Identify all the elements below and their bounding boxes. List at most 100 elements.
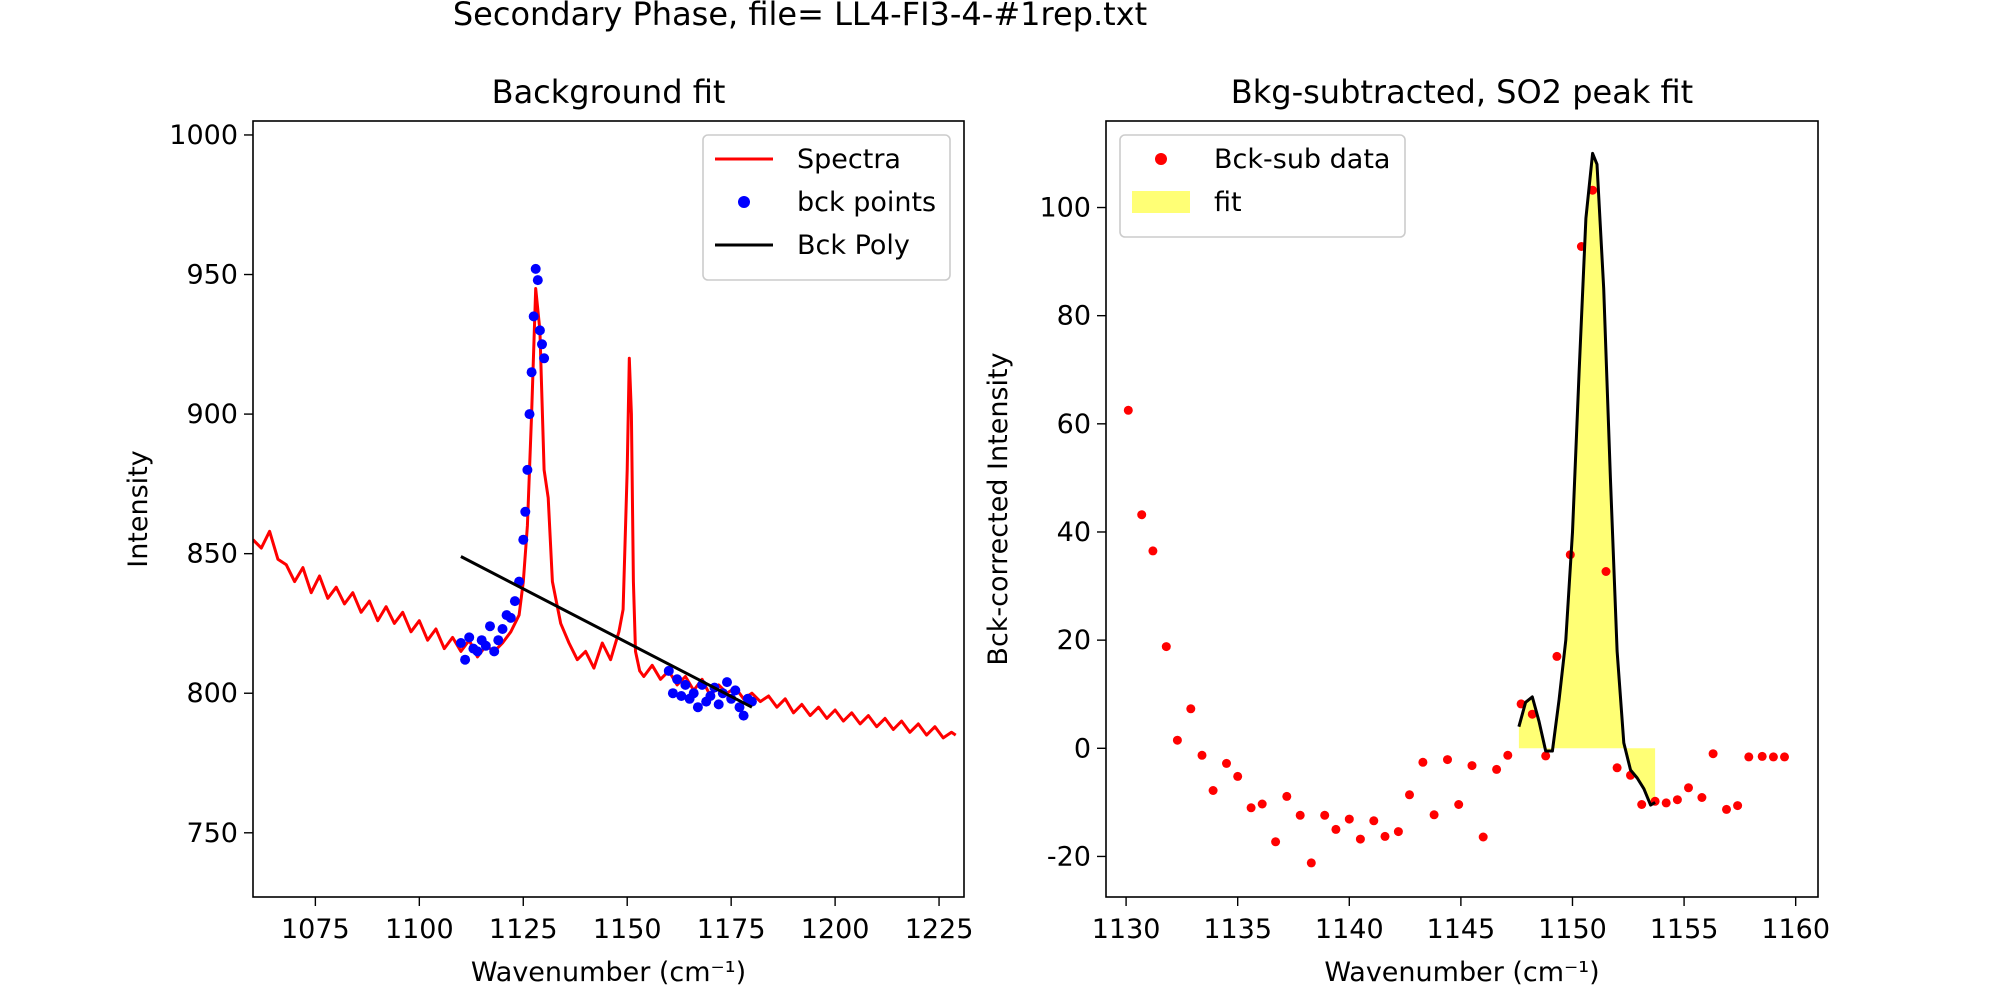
bck-sub-data-point [1454,800,1464,809]
x-tick-label: 1145 [1427,914,1496,945]
y-tick-label: 950 [186,260,238,291]
bck-sub-data-point [1246,803,1256,813]
bck-points-point [505,612,516,623]
bck-points-point [460,654,471,665]
legend-label: Bck-sub data [1214,144,1390,175]
y-tick-label: -20 [1047,841,1091,872]
bck-sub-data-point [1123,405,1133,415]
bck-sub-data-point [1271,837,1281,847]
bck-points-point [672,674,683,685]
bck-points-point [530,263,541,274]
legend: Bck-sub data fit [1119,134,1406,238]
x-tick-label: 1130 [1092,914,1161,945]
bck-sub-data-point [1612,763,1622,773]
x-tick-label: 1140 [1315,914,1384,945]
bck-sub-data-point [1161,642,1171,652]
bck-sub-data-point [1369,816,1379,826]
y-ticks: -20 0 20 40 60 80 100 [1039,193,1106,872]
fit-area [1518,153,1656,806]
bck-points-point [509,596,520,607]
bck-points-point [528,311,539,322]
x-tick-label: 1135 [1203,914,1272,945]
panel-title: Bkg-subtracted, SO2 peak fit [1231,73,1693,111]
y-ticks: 750 800 850 900 950 1000 [169,120,253,849]
bck-sub-data-point [1405,790,1414,800]
bck-points-point [730,685,741,696]
y-tick-label: 1000 [169,120,238,151]
bck-sub-data-point [1492,764,1502,774]
bck-sub-data-point [1233,771,1243,781]
bck-sub-data-point [1393,827,1403,837]
bck-poly-line [460,555,753,709]
y-tick-label: 850 [186,539,238,570]
y-tick-label: 800 [186,678,238,709]
y-axis-label: Bck-corrected Intensity [983,352,1014,665]
bck-sub-data-point [1684,783,1693,793]
bck-sub-data-point [1380,831,1390,841]
bck-sub-data-point [1186,704,1196,714]
y-tick-label: 20 [1057,625,1091,656]
bck-points-point [722,677,732,688]
bck-points-point [688,688,699,699]
bck-sub-data-point [1320,810,1330,820]
x-tick-label: 1100 [385,914,454,945]
bck-sub-data-point [1306,858,1316,868]
bck-sub-data-point [1467,761,1477,771]
panel-title: Background fit [492,73,726,111]
x-tick-label: 1160 [1761,914,1830,945]
bck-sub-data-point [1208,786,1218,795]
bck-points-point [738,710,749,721]
bck-points-point [713,699,724,710]
bck-sub-data-point [1768,752,1778,762]
bck-points-point [734,702,745,713]
bck-sub-data-point [1780,752,1789,762]
bck-sub-data-point [1197,750,1207,760]
bck-sub-data-point [1148,546,1158,556]
bck-sub-data-point [1744,752,1754,762]
bck-sub-data-point [1282,791,1292,801]
bck-sub-data-point [1172,735,1182,745]
bck-sub-data-point [1355,834,1365,844]
bck-sub-data-point [1137,510,1147,520]
legend-patch-swatch [1132,191,1190,213]
bck-points-point [480,640,491,651]
bck-points-point [464,632,475,643]
bck-points-point [705,691,716,701]
bck-sub-data-point [1527,709,1537,719]
bck-points-point [520,506,531,517]
bck-sub-data-point [1443,755,1452,765]
bck-sub-data-point [1222,758,1231,768]
legend-label: fit [1214,187,1242,218]
bck-sub-data-point [1708,749,1718,759]
bck-sub-data-point [1601,567,1611,576]
legend: Spectra bck points Bck Poly [702,134,951,281]
y-tick-label: 100 [1039,193,1091,224]
x-tick-label: 1225 [905,914,974,945]
bck-sub-data-point [1757,751,1767,761]
bck-sub-data-point [1503,750,1513,760]
bck-sub-data-point [1661,798,1671,808]
bck-sub-data-point [1257,799,1267,809]
x-axis-label: Wavenumber (cm⁻¹) [471,957,746,988]
bck-points-point [522,464,533,475]
bck-points-point [539,353,550,364]
bck-points-point [680,679,691,690]
legend-marker-swatch [1155,153,1167,165]
bck-points-point [676,691,687,701]
bck-sub-data-point [1344,814,1354,824]
x-axis-label: Wavenumber (cm⁻¹) [1324,957,1599,988]
x-tick-label: 1150 [1538,914,1607,945]
figure-suptitle: Secondary Phase, file= LL4-FI3-4-#1rep.t… [453,0,1147,33]
y-tick-label: 80 [1057,301,1091,332]
y-tick-label: 60 [1057,409,1091,440]
bck-points-point [532,275,543,286]
bck-sub-data-point [1295,810,1305,820]
bck-sub-data-point [1637,800,1647,809]
y-tick-label: 40 [1057,517,1091,548]
bck-points-point [663,665,674,676]
y-axis-label: Intensity [123,450,154,568]
background-fit-panel: 1075 1100 1125 1150 1175 1200 1225 750 800 850 90… [123,73,973,988]
bck-sub-data-point [1733,801,1743,811]
fit-curve [1517,151,1656,807]
bck-points-point [524,409,535,420]
